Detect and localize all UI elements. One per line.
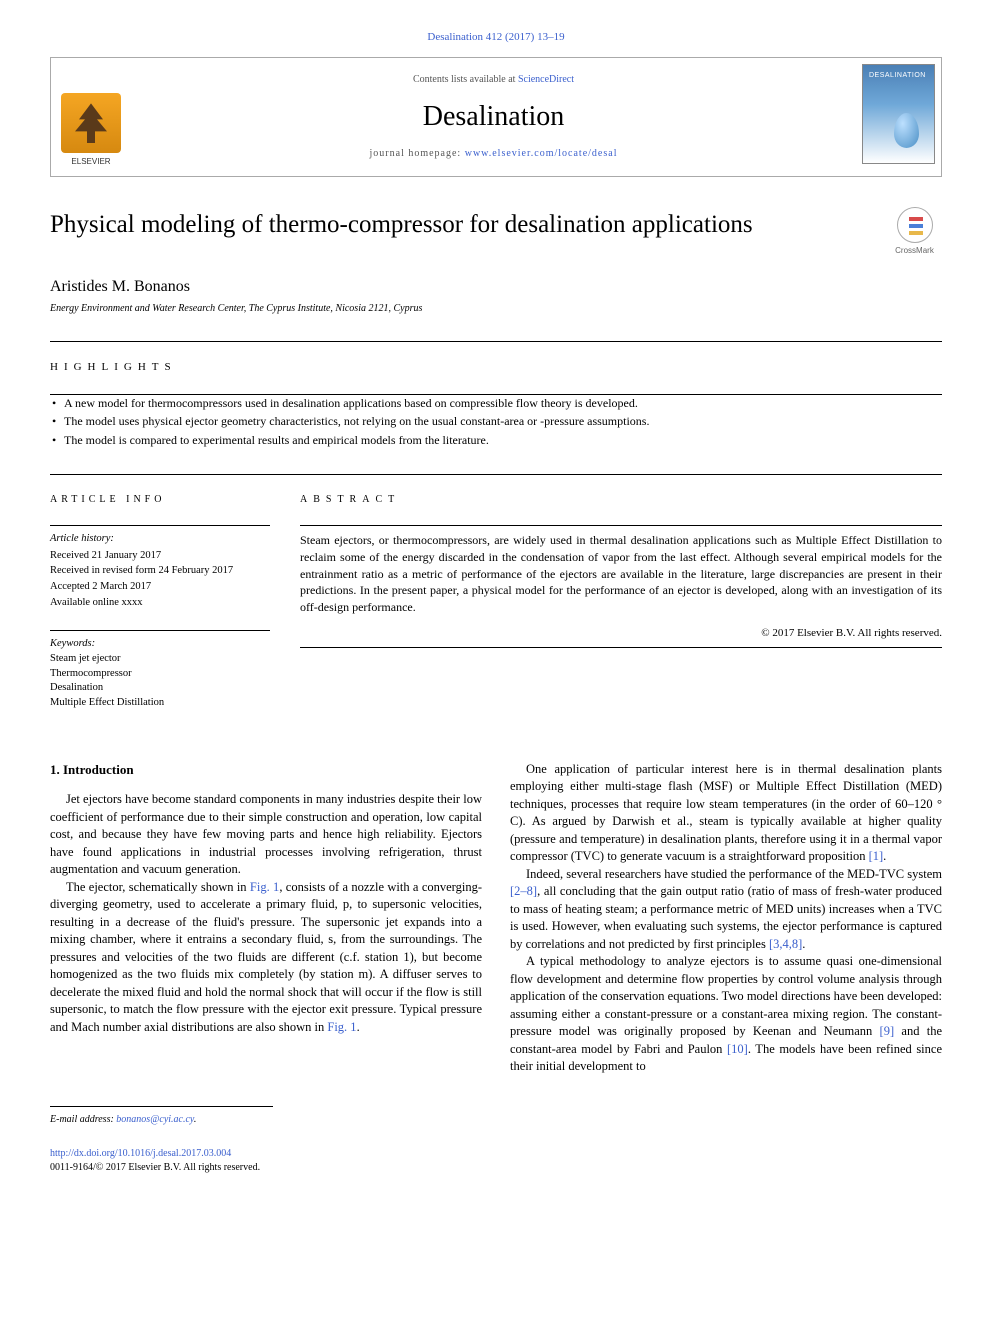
left-column: 1. Introduction Jet ejectors have become…: [50, 761, 482, 1076]
paragraph: A typical methodology to analyze ejector…: [510, 953, 942, 1076]
rule: [50, 474, 942, 475]
paragraph: Indeed, several researchers have studied…: [510, 866, 942, 954]
crossmark-icon: [897, 207, 933, 243]
history-item: Accepted 2 March 2017: [50, 580, 270, 595]
highlight-item: The model uses physical ejector geometry…: [50, 413, 942, 430]
article-title: Physical modeling of thermo-compressor f…: [50, 207, 867, 242]
article-info-label: article info: [50, 493, 270, 507]
history-item: Received in revised form 24 February 201…: [50, 564, 270, 579]
publisher-name: ELSEVIER: [71, 156, 110, 167]
elsevier-tree-icon: [71, 103, 111, 143]
paragraph: Jet ejectors have become standard compon…: [50, 791, 482, 879]
rule: [300, 647, 942, 648]
keywords-head: Keywords:: [50, 637, 270, 652]
title-row: Physical modeling of thermo-compressor f…: [50, 207, 942, 256]
history-head: Article history:: [50, 532, 270, 547]
contents-line: Contents lists available at ScienceDirec…: [413, 73, 574, 87]
water-drop-icon: [894, 113, 919, 148]
highlight-item: A new model for thermocompressors used i…: [50, 395, 942, 412]
email-line: E-mail address: bonanos@cyi.ac.cy.: [50, 1113, 942, 1127]
journal-cover-thumb: DESALINATION: [862, 64, 935, 164]
abstract-text: Steam ejectors, or thermocompressors, ar…: [300, 532, 942, 616]
footer-block: http://dx.doi.org/10.1016/j.desal.2017.0…: [50, 1147, 942, 1175]
keyword: Thermocompressor: [50, 667, 270, 682]
highlights-label: highlights: [50, 360, 942, 375]
author-affiliation: Energy Environment and Water Research Ce…: [50, 302, 942, 316]
keyword: Desalination: [50, 681, 270, 696]
keyword: Multiple Effect Distillation: [50, 696, 270, 711]
keyword: Steam jet ejector: [50, 652, 270, 667]
crossmark-label: CrossMark: [887, 245, 942, 256]
author-name: Aristides M. Bonanos: [50, 276, 942, 298]
footnote-rule: [50, 1106, 273, 1107]
abstract-label: abstract: [300, 493, 942, 507]
paragraph: The ejector, schematically shown in Fig.…: [50, 879, 482, 1037]
doi-link[interactable]: http://dx.doi.org/10.1016/j.desal.2017.0…: [50, 1148, 231, 1159]
author-email-link[interactable]: bonanos@cyi.ac.cy: [116, 1114, 194, 1125]
abstract-copyright: © 2017 Elsevier B.V. All rights reserved…: [300, 626, 942, 641]
cover-thumb-block: DESALINATION: [856, 58, 941, 175]
elsevier-logo-icon: [61, 93, 121, 153]
publisher-logo-block: ELSEVIER: [51, 58, 131, 175]
rule: [50, 341, 942, 342]
homepage-line: journal homepage: www.elsevier.com/locat…: [370, 147, 618, 161]
sciencedirect-link[interactable]: ScienceDirect: [518, 74, 574, 85]
abstract-block: abstract Steam ejectors, or thermocompre…: [300, 493, 942, 711]
homepage-prefix: journal homepage:: [370, 148, 465, 159]
cover-title: DESALINATION: [869, 71, 926, 81]
article-info-block: article info Article history: Received 2…: [50, 493, 270, 711]
email-label: E-mail address:: [50, 1114, 116, 1125]
keywords-block: Keywords: Steam jet ejector Thermocompre…: [50, 630, 270, 710]
journal-name: Desalination: [423, 97, 565, 136]
section-head: 1. Introduction: [50, 761, 482, 779]
history-item: Available online xxxx: [50, 596, 270, 611]
history-item: Received 21 January 2017: [50, 549, 270, 564]
issn-copyright: 0011-9164/© 2017 Elsevier B.V. All right…: [50, 1162, 260, 1173]
body-columns: 1. Introduction Jet ejectors have become…: [50, 761, 942, 1076]
crossmark-badge[interactable]: CrossMark: [887, 207, 942, 256]
highlight-item: The model is compared to experimental re…: [50, 432, 942, 449]
citation-line: Desalination 412 (2017) 13–19: [50, 30, 942, 45]
highlights-list: A new model for thermocompressors used i…: [50, 395, 942, 449]
journal-banner: ELSEVIER Contents lists available at Sci…: [50, 57, 942, 176]
right-column: One application of particular interest h…: [510, 761, 942, 1076]
contents-prefix: Contents lists available at: [413, 74, 518, 85]
paragraph: One application of particular interest h…: [510, 761, 942, 866]
banner-center: Contents lists available at ScienceDirec…: [131, 58, 856, 175]
homepage-link[interactable]: www.elsevier.com/locate/desal: [465, 148, 618, 159]
info-abstract-row: article info Article history: Received 2…: [50, 493, 942, 711]
